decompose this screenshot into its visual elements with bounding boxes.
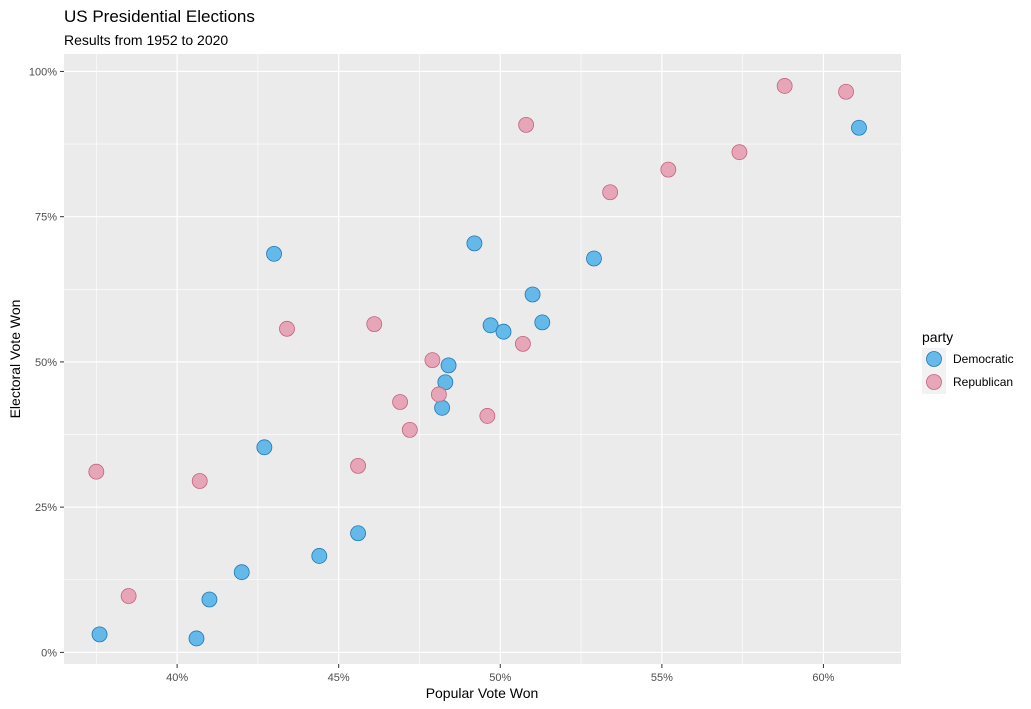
data-point-democratic [233, 564, 250, 581]
data-points [88, 78, 867, 647]
data-point-democratic [495, 323, 512, 340]
data-point-democratic [434, 399, 451, 416]
data-point-republican [424, 352, 441, 369]
x-tick-label: 60% [812, 672, 834, 684]
chart-title: US Presidential Elections [64, 7, 255, 26]
data-point-republican [776, 78, 793, 94]
x-axis-title: Popular Vote Won [426, 685, 539, 701]
data-point-republican [401, 421, 418, 438]
data-point-democratic [586, 250, 602, 267]
y-axis-title: Electoral Vote Won [7, 300, 23, 419]
data-point-republican [366, 316, 383, 333]
data-point-democratic [437, 374, 454, 391]
data-point-republican [479, 408, 496, 424]
data-point-democratic [201, 591, 218, 608]
x-axis: 40% 45% 50% 55% 60% [166, 664, 835, 684]
data-point-republican [514, 335, 531, 352]
data-point-democratic [350, 525, 366, 542]
data-point-republican [430, 386, 447, 403]
y-tick-label: 100% [29, 66, 57, 78]
data-point-republican [518, 116, 535, 133]
y-tick-label: 25% [35, 502, 57, 514]
data-point-democratic [534, 314, 551, 331]
legend-label-republican: Republican [953, 375, 1013, 389]
data-point-democratic [266, 245, 282, 262]
y-axis: 0% 25% 50% 75% 100% [29, 66, 64, 659]
legend-label-democratic: Democratic [953, 352, 1014, 366]
data-point-republican [279, 320, 295, 337]
chart-subtitle: Results from 1952 to 2020 [64, 32, 228, 48]
data-point-democratic [466, 235, 483, 252]
data-point-republican [660, 161, 677, 178]
legend-key-republican [926, 374, 942, 390]
gridlines [64, 54, 901, 664]
legend: party Democratic Republican [922, 329, 1014, 394]
data-point-democratic [851, 119, 867, 136]
y-tick-label: 0% [41, 647, 57, 659]
data-point-republican [350, 457, 366, 474]
x-tick-label: 50% [489, 672, 511, 684]
data-point-democratic [311, 548, 328, 564]
data-point-democratic [188, 630, 205, 647]
x-tick-label: 55% [651, 672, 673, 684]
x-tick-label: 40% [166, 672, 188, 684]
data-point-republican [731, 144, 748, 161]
data-point-republican [120, 588, 137, 604]
legend-key-democratic [926, 351, 942, 367]
data-point-democratic [482, 317, 499, 334]
data-point-democratic [256, 439, 273, 456]
legend-title: party [922, 329, 953, 345]
data-point-republican [191, 473, 208, 489]
data-point-democratic [91, 626, 108, 643]
data-point-republican [602, 184, 619, 201]
data-point-democratic [524, 286, 541, 303]
plot-panel [64, 54, 901, 664]
data-point-republican [838, 83, 854, 100]
y-tick-label: 50% [35, 357, 57, 369]
data-point-republican [88, 463, 105, 480]
data-point-democratic [440, 357, 457, 374]
x-tick-label: 45% [328, 672, 350, 684]
y-tick-label: 75% [35, 212, 57, 224]
data-point-republican [392, 394, 408, 410]
